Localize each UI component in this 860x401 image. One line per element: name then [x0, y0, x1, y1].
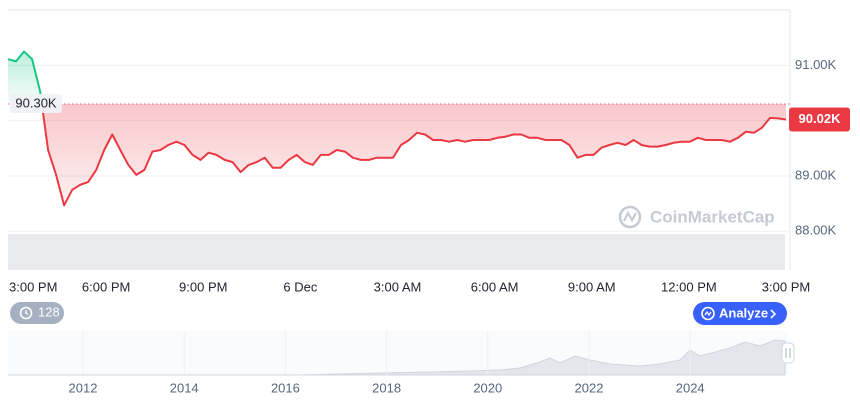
- last-price-label: 90.02K: [799, 111, 842, 126]
- area-down: [8, 104, 786, 206]
- y-tick-label: 89.00K: [795, 167, 837, 182]
- last-price-bg: [789, 107, 850, 132]
- analyze-label[interactable]: Analyze: [719, 305, 768, 320]
- x-tick-label: 6 Dec: [283, 279, 317, 294]
- baseline-label-bg: [10, 94, 62, 114]
- year-label: 2016: [271, 380, 300, 395]
- price-line-down: [40, 104, 787, 207]
- x-tick-label: 9:00 AM: [568, 279, 616, 294]
- history-count[interactable]: 128: [38, 304, 60, 319]
- history-button[interactable]: 128: [10, 302, 64, 324]
- year-label: 2014: [170, 380, 199, 395]
- analyze-button[interactable]: Analyze: [693, 302, 787, 325]
- year-label: 2018: [372, 380, 401, 395]
- volume-area: [8, 234, 785, 270]
- watermark-text: CoinMarketCap: [650, 207, 775, 226]
- year-label: 2012: [69, 380, 98, 395]
- y-tick-label: 88.00K: [795, 223, 837, 238]
- x-tick-label: 9:00 PM: [179, 279, 227, 294]
- year-label: 2024: [676, 380, 705, 395]
- x-tick-label: 3:00 AM: [374, 279, 422, 294]
- x-tick-label: 3:00 PM: [762, 279, 810, 294]
- x-tick-label: 12:00 PM: [661, 279, 717, 294]
- watermark: CoinMarketCap: [618, 205, 775, 229]
- year-label: 2022: [575, 380, 604, 395]
- series: [7, 50, 790, 207]
- baseline-label: 90.30K: [15, 95, 57, 110]
- y-tick-label: 91.00K: [795, 57, 837, 72]
- x-tick-label: 3:00 PM: [9, 279, 57, 294]
- year-label: 2020: [473, 380, 502, 395]
- navigator: 2012 2014 2016 2018 2020 2022 2024: [8, 331, 795, 395]
- x-tick-label: 6:00 AM: [471, 279, 519, 294]
- navigator-handle[interactable]: [781, 342, 795, 364]
- navigator-area: [8, 339, 786, 376]
- x-tick-label: 6:00 PM: [82, 279, 130, 294]
